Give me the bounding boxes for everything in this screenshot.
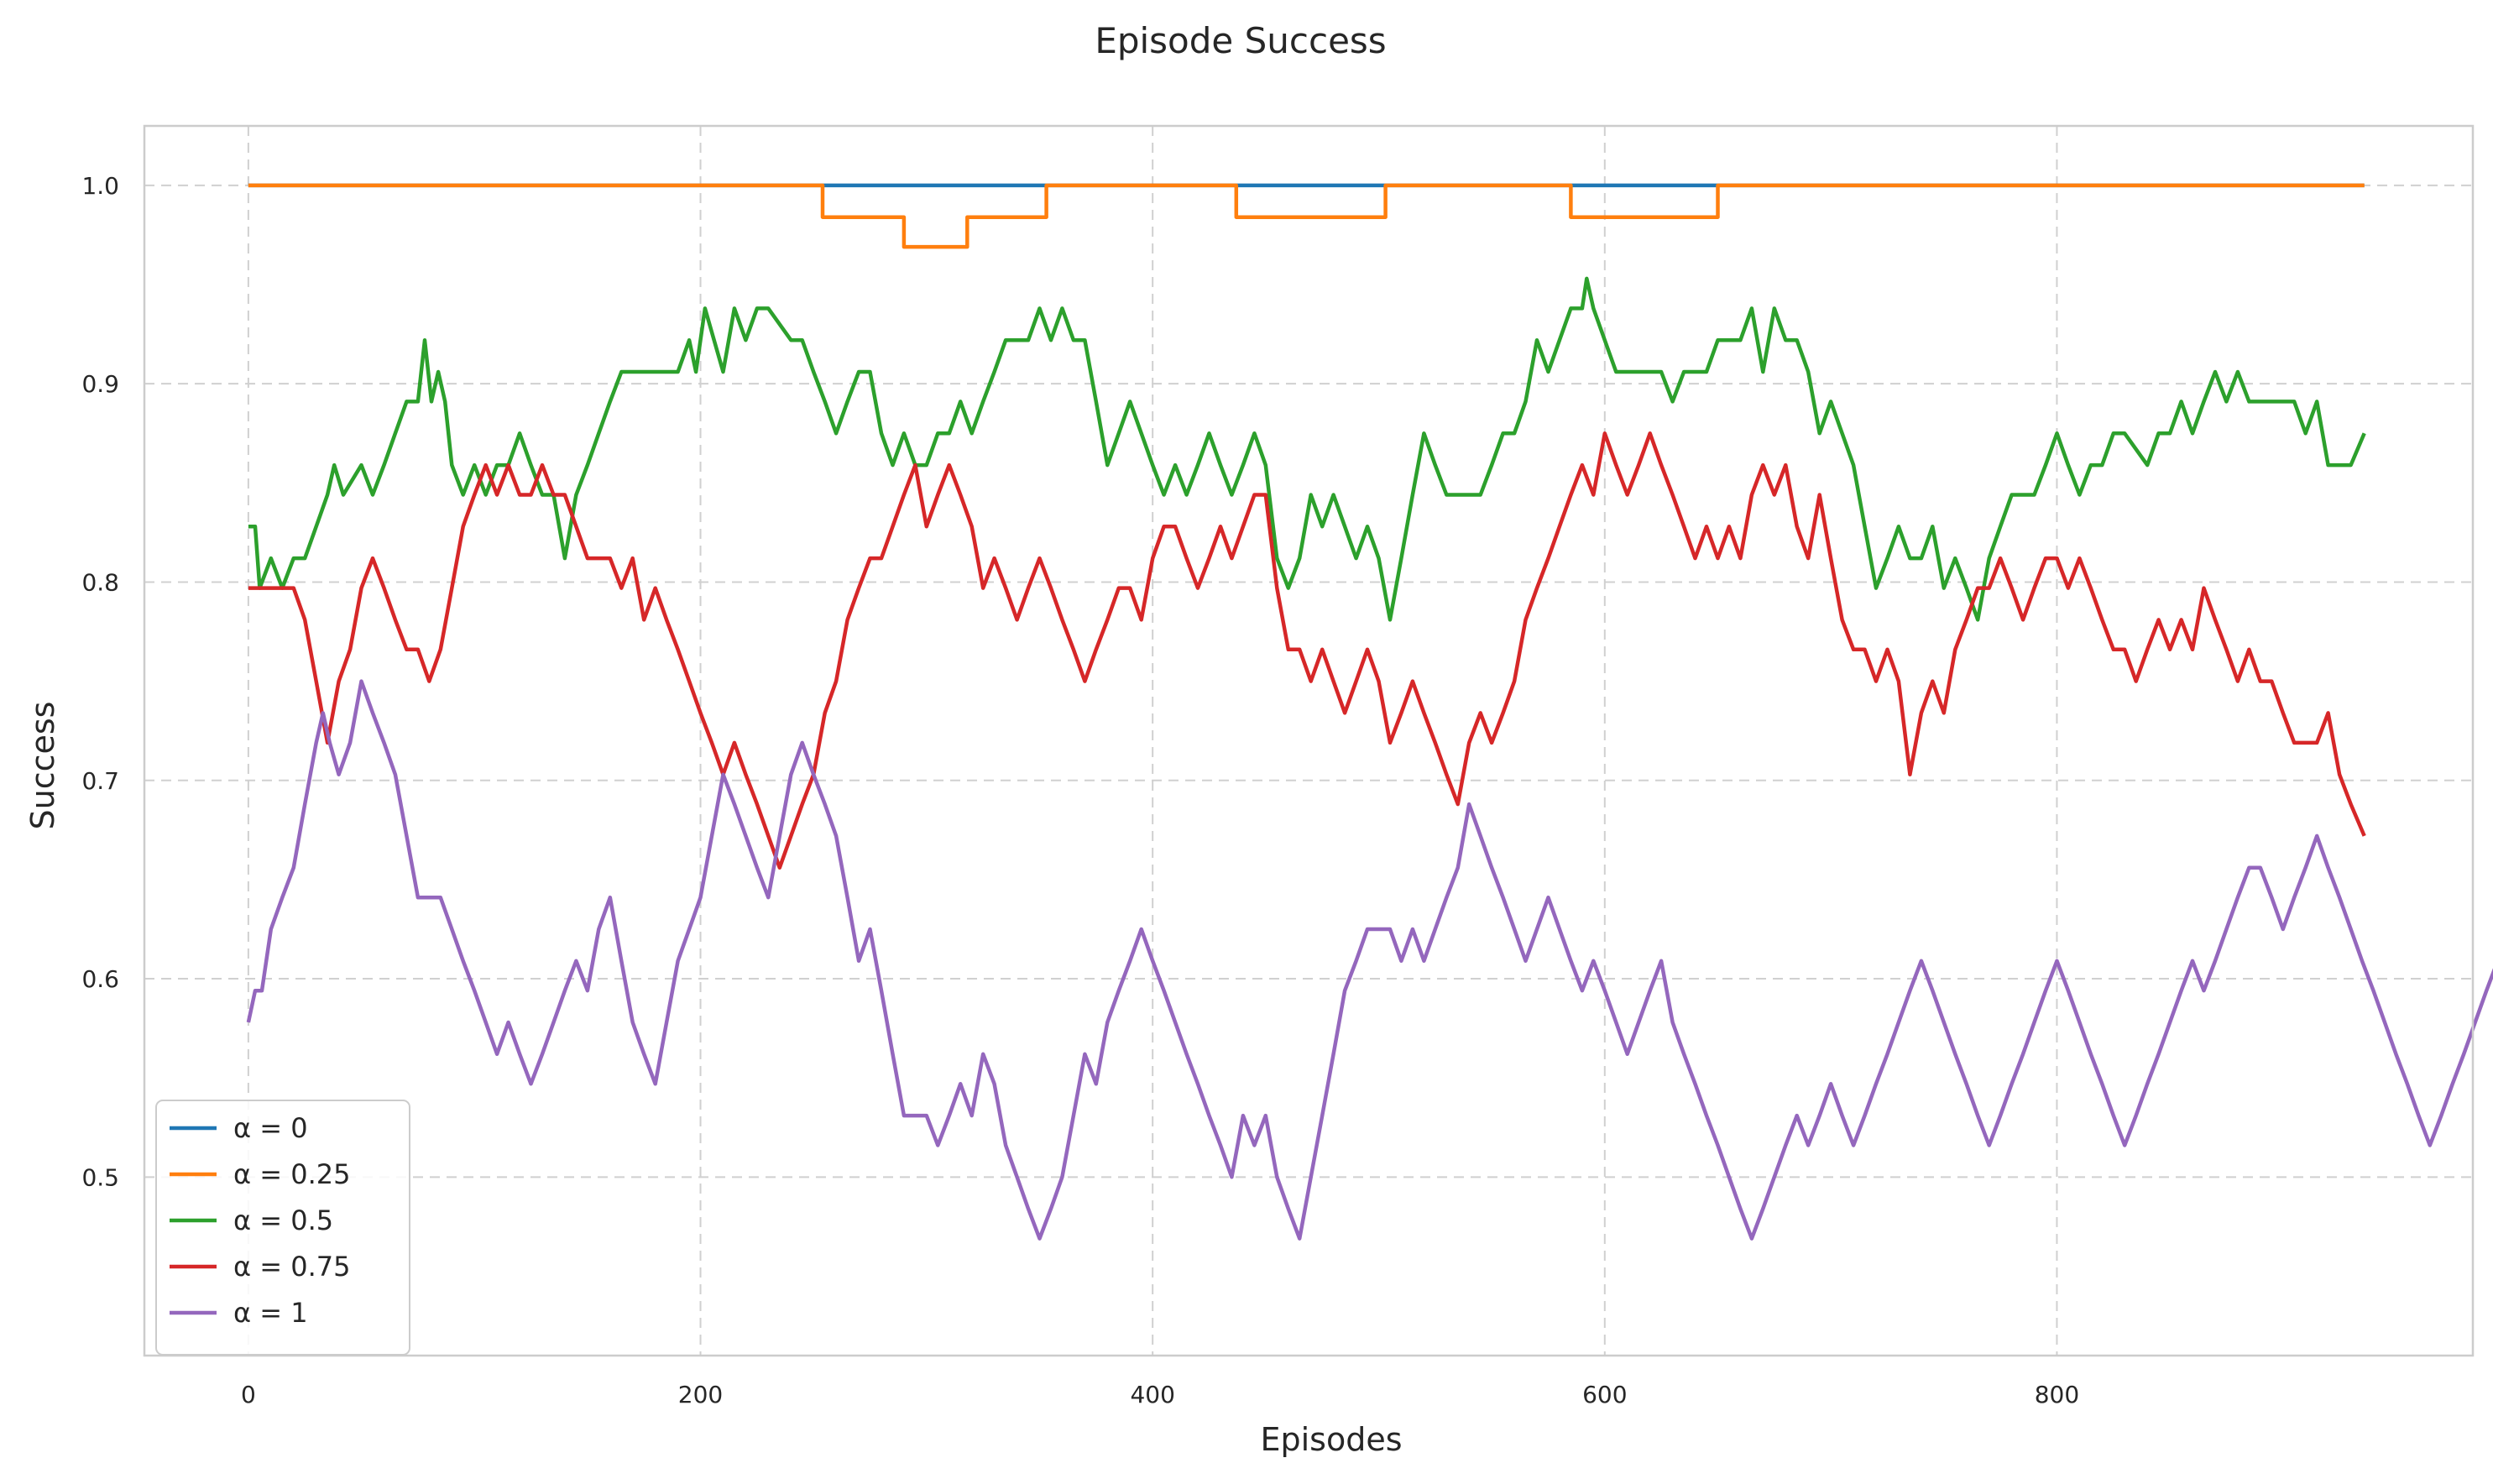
series-lines: [246, 183, 2493, 1241]
series-line-4: [246, 679, 2493, 1241]
plot-background: [144, 126, 2473, 1356]
x-tick-label: 200: [678, 1381, 723, 1408]
legend-label-0: α = 0: [233, 1112, 308, 1144]
legend-label-2: α = 0.5: [233, 1204, 333, 1236]
y-tick-label: 0.5: [81, 1163, 119, 1191]
plot-frame: [143, 124, 2475, 1357]
y-tick-label: 0.8: [81, 568, 119, 596]
tick-labels: 0 200 400 600 800 0.5 0.6 0.7 0.8 0.9 1.0: [81, 172, 2079, 1408]
y-tick-label: 1.0: [81, 172, 119, 200]
plot-area: [144, 126, 2473, 1356]
legend-box: [155, 1100, 410, 1356]
legend: α = 0 α = 0.25 α = 0.5 α = 0.75 α = 1: [155, 1100, 410, 1356]
x-tick-label: 800: [2035, 1381, 2079, 1408]
legend-label-1: α = 0.25: [233, 1158, 351, 1190]
series-line-3: [248, 431, 2366, 870]
chart-title: Episode Success: [1095, 20, 1386, 61]
legend-label-3: α = 0.75: [233, 1251, 351, 1283]
x-tick-label: 600: [1582, 1381, 1627, 1408]
x-tick-label: 400: [1130, 1381, 1174, 1408]
y-tick-label: 0.7: [81, 767, 119, 795]
x-axis-label: Episodes: [1260, 1421, 1402, 1458]
y-axis-label: Success: [24, 702, 61, 830]
plot-border: [143, 124, 2475, 1357]
series-line-1: [248, 183, 2365, 249]
x-tick-label: 0: [241, 1381, 256, 1408]
y-tick-label: 0.9: [81, 370, 119, 398]
legend-label-4: α = 1: [233, 1297, 308, 1329]
y-tick-label: 0.6: [81, 965, 119, 993]
